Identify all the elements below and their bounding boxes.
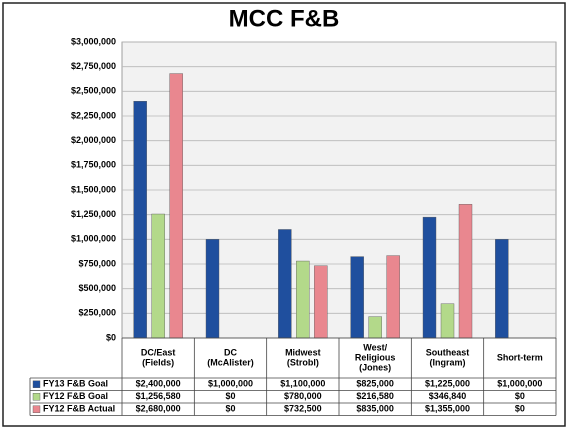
bar — [296, 260, 310, 339]
table-value: $1,000,000 — [497, 379, 542, 389]
legend-label: FY12 F&B Actual — [43, 404, 115, 414]
x-tick-label: Short-term — [497, 352, 543, 362]
table-value: $835,000 — [356, 404, 394, 414]
y-tick-label: $2,000,000 — [71, 135, 116, 145]
legend-swatch — [32, 393, 41, 401]
legend-swatch — [32, 405, 41, 413]
x-tick-label: West/ — [363, 342, 387, 352]
y-tick-label: $3,000,000 — [71, 36, 116, 46]
bar — [314, 265, 328, 339]
bar — [422, 216, 437, 339]
bar — [386, 255, 400, 339]
x-tick-label: Southeast — [426, 347, 470, 357]
table-value: $216,580 — [356, 391, 394, 401]
x-tick-label: (McAlister) — [207, 357, 254, 367]
bar — [151, 213, 165, 339]
y-tick-label: $1,750,000 — [71, 160, 116, 170]
table-value: $346,840 — [429, 391, 467, 401]
x-tick-label: (Jones) — [359, 362, 391, 372]
x-tick-label: (Strobl) — [287, 357, 319, 367]
bar — [205, 239, 220, 339]
table-value: $825,000 — [356, 379, 394, 389]
table-value: $0 — [225, 391, 235, 401]
y-tick-label: $250,000 — [78, 308, 116, 318]
y-tick-label: $1,000,000 — [71, 234, 116, 244]
legend-swatch — [32, 380, 41, 388]
y-tick-label: $1,250,000 — [71, 209, 116, 219]
x-tick-label: DC/East — [141, 347, 176, 357]
bar — [368, 316, 382, 339]
legend-label: FY12 F&B Goal — [43, 391, 108, 401]
legend-label: FY13 F&B Goal — [43, 379, 108, 389]
table-value: $1,355,000 — [425, 404, 470, 414]
y-tick-label: $500,000 — [78, 283, 116, 293]
y-tick-label: $1,500,000 — [71, 184, 116, 194]
table-value: $732,500 — [284, 404, 322, 414]
x-tick-label: Midwest — [285, 347, 321, 357]
x-tick-label: (Ingram) — [430, 357, 466, 367]
x-tick-label: Religious — [355, 352, 396, 362]
bar — [169, 73, 183, 339]
y-tick-label: $0 — [106, 332, 116, 342]
table-value: $780,000 — [284, 391, 322, 401]
chart-title: MCC F&B — [229, 5, 340, 32]
bar — [458, 204, 473, 339]
table-value: $2,680,000 — [136, 404, 181, 414]
x-tick-label: (Fields) — [142, 357, 174, 367]
table-value: $0 — [225, 404, 235, 414]
bar — [440, 303, 455, 339]
table-value: $0 — [515, 404, 525, 414]
y-tick-label: $2,750,000 — [71, 61, 116, 71]
table-value: $1,225,000 — [425, 379, 470, 389]
y-tick-label: $750,000 — [78, 258, 116, 268]
bar — [133, 100, 147, 339]
table-value: $1,100,000 — [280, 379, 325, 389]
x-tick-label: DC — [224, 347, 237, 357]
table-value: $2,400,000 — [136, 379, 181, 389]
bar — [350, 256, 364, 339]
bar — [278, 229, 292, 339]
y-tick-label: $2,500,000 — [71, 86, 116, 96]
y-tick-label: $2,250,000 — [71, 110, 116, 120]
bar — [495, 239, 509, 339]
table-value: $1,256,580 — [136, 391, 181, 401]
table-value: $0 — [515, 391, 525, 401]
table-value: $1,000,000 — [208, 379, 253, 389]
